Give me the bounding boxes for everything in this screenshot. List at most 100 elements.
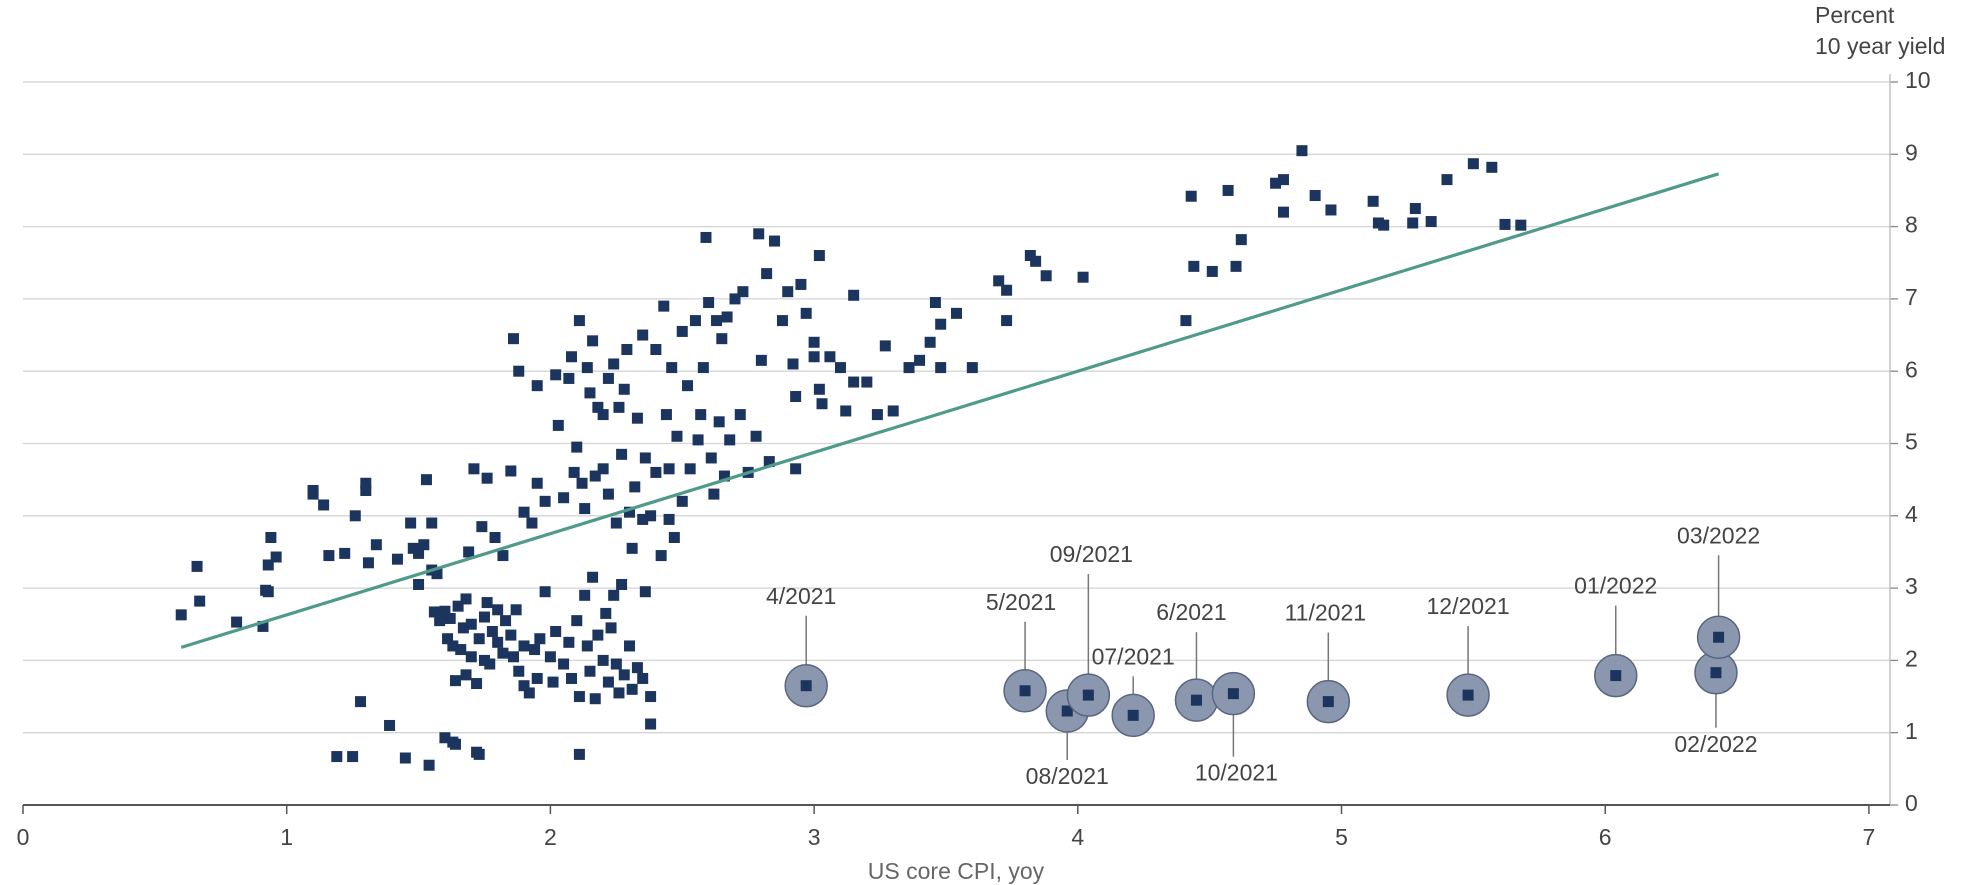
scatter-point bbox=[584, 665, 596, 677]
scatter-point bbox=[808, 351, 820, 363]
scatter-point bbox=[434, 615, 446, 627]
scatter-point bbox=[568, 466, 580, 478]
scatter-point bbox=[1441, 174, 1453, 186]
scatter-point bbox=[621, 344, 633, 356]
scatter-point bbox=[1222, 184, 1234, 196]
scatter-point bbox=[879, 340, 891, 352]
scatter-point bbox=[602, 488, 614, 500]
scatter-point bbox=[465, 618, 477, 630]
scatter-point bbox=[671, 430, 683, 442]
scatter-point bbox=[602, 372, 614, 384]
y-tick-label: 1 bbox=[1905, 718, 1918, 744]
scatter-point bbox=[576, 477, 588, 489]
scatter-point bbox=[428, 606, 440, 618]
x-tick-label: 5 bbox=[1335, 824, 1348, 850]
scatter-point bbox=[1040, 270, 1052, 282]
scatter-point bbox=[935, 362, 947, 374]
scatter-point bbox=[718, 470, 730, 482]
scatter-point bbox=[800, 307, 812, 319]
scatter-point bbox=[1185, 190, 1197, 202]
scatter-point bbox=[816, 398, 828, 410]
scatter-point bbox=[787, 358, 799, 370]
scatter-point bbox=[531, 380, 543, 392]
scatter-point bbox=[399, 752, 411, 764]
scatter-point bbox=[903, 362, 915, 374]
scatter-point bbox=[1409, 203, 1421, 215]
scatter-point bbox=[692, 434, 704, 446]
scatter-point bbox=[413, 547, 425, 559]
y-tick-label: 7 bbox=[1905, 284, 1918, 310]
scatter-point bbox=[544, 651, 556, 663]
scatter-point bbox=[887, 405, 899, 417]
scatter-point bbox=[1515, 219, 1527, 231]
scatter-point bbox=[571, 441, 583, 453]
scatter-point bbox=[476, 521, 488, 533]
point-label: 08/2021 bbox=[1026, 763, 1109, 789]
highlight-marker bbox=[1713, 631, 1725, 643]
scatter-point bbox=[1024, 250, 1036, 262]
scatter-point bbox=[700, 231, 712, 243]
highlight-marker bbox=[1061, 705, 1073, 717]
scatter-point bbox=[339, 547, 351, 559]
scatter-point bbox=[697, 362, 709, 374]
scatter-point bbox=[637, 672, 649, 684]
scatter-point bbox=[529, 644, 541, 656]
scatter-point bbox=[175, 609, 187, 621]
scatter-point bbox=[1486, 161, 1498, 173]
scatter-point bbox=[478, 611, 490, 623]
scatter-point bbox=[597, 654, 609, 666]
scatter-point bbox=[658, 300, 670, 312]
scatter-point bbox=[573, 691, 585, 703]
point-label: 09/2021 bbox=[1050, 541, 1133, 567]
scatter-point bbox=[463, 546, 475, 558]
scatter-point bbox=[729, 293, 741, 305]
scatter-point bbox=[444, 612, 456, 624]
scatter-point bbox=[676, 495, 688, 507]
scatter-point bbox=[629, 481, 641, 493]
scatter-point bbox=[449, 738, 461, 750]
scatter-point bbox=[639, 452, 651, 464]
scatter-point bbox=[1407, 217, 1419, 229]
scatter-point bbox=[929, 297, 941, 309]
scatter-point bbox=[587, 335, 599, 347]
scatter-point bbox=[645, 510, 657, 522]
highlight-marker bbox=[1190, 694, 1202, 706]
scatter-point bbox=[391, 553, 403, 565]
scatter-point bbox=[455, 644, 467, 656]
scatter-point bbox=[666, 362, 678, 374]
scatter-point bbox=[584, 387, 596, 399]
scatter-point bbox=[782, 286, 794, 298]
scatter-point bbox=[420, 474, 432, 486]
scatter-point bbox=[914, 354, 926, 366]
scatter-point bbox=[581, 640, 593, 652]
y-tick-label: 4 bbox=[1905, 501, 1918, 527]
scatter-point bbox=[550, 625, 562, 637]
scatter-point bbox=[624, 640, 636, 652]
scatter-point bbox=[790, 463, 802, 475]
scatter-point bbox=[703, 297, 715, 309]
scatter-point bbox=[489, 531, 501, 543]
scatter-point bbox=[349, 510, 361, 522]
highlight-marker bbox=[1127, 709, 1139, 721]
scatter-point bbox=[813, 383, 825, 395]
highlight-marker bbox=[1019, 685, 1031, 697]
scatter-point bbox=[848, 289, 860, 301]
scatter-point bbox=[362, 557, 374, 569]
scatter-point bbox=[755, 354, 767, 366]
scatter-point bbox=[761, 268, 773, 280]
y-tick-label: 0 bbox=[1905, 790, 1918, 816]
scatter-point bbox=[323, 550, 335, 562]
scatter-point bbox=[518, 506, 530, 518]
scatter-point bbox=[563, 636, 575, 648]
scatter-point bbox=[655, 550, 667, 562]
scatter-point bbox=[660, 409, 672, 421]
scatter-point bbox=[1077, 271, 1089, 283]
point-label: 11/2021 bbox=[1285, 600, 1366, 626]
highlight-marker bbox=[1227, 688, 1239, 700]
point-label: 10/2021 bbox=[1195, 760, 1278, 786]
scatter-point bbox=[481, 597, 493, 609]
scatter-point bbox=[993, 275, 1005, 287]
scatter-point bbox=[713, 416, 725, 428]
scatter-point bbox=[318, 499, 330, 511]
